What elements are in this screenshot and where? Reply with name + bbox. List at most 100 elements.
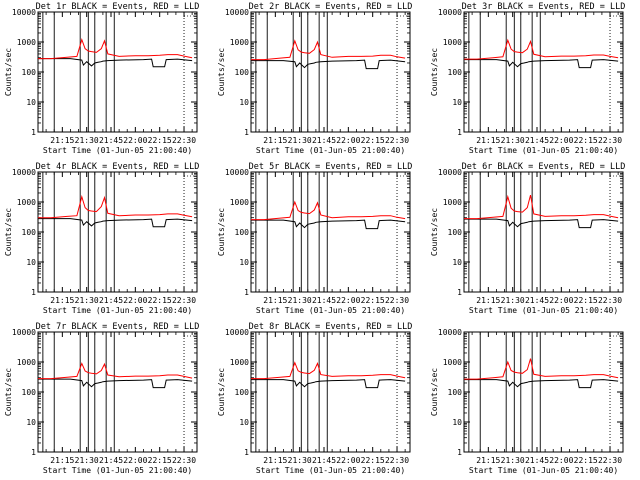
plot-frame	[250, 11, 411, 133]
x-tick-label: 22:15	[148, 136, 172, 145]
lld-series-line	[38, 194, 193, 219]
y-tick-label: 1	[457, 448, 462, 457]
x-tick-label: 22:00	[123, 456, 147, 465]
x-axis-label: Start Time (01-Jun-05 21:00:40)	[469, 306, 618, 315]
y-axis-label: Counts/sec	[4, 208, 13, 256]
y-tick-label: 10	[26, 258, 36, 267]
x-tick-label: 22:15	[361, 136, 385, 145]
y-tick-label: 100	[22, 68, 37, 77]
x-axis-label: Start Time (01-Jun-05 21:00:40)	[256, 306, 405, 315]
x-tick-label: 22:30	[172, 456, 196, 465]
y-tick-label: 10000	[438, 328, 462, 337]
x-tick-label: 22:00	[549, 456, 573, 465]
y-tick-label: 10000	[12, 328, 36, 337]
x-tick-label: 21:15	[263, 456, 287, 465]
plot-frame	[250, 331, 411, 453]
x-tick-label: 22:15	[574, 136, 598, 145]
x-tick-label: 21:45	[99, 296, 123, 305]
x-tick-label: 22:00	[123, 296, 147, 305]
x-tick-label: 21:15	[476, 136, 500, 145]
y-tick-label: 10000	[438, 8, 462, 17]
panel-title: Det 5r BLACK = Events, RED = LLD	[249, 162, 413, 172]
y-tick-label: 1	[457, 128, 462, 137]
y-axis-label: Counts/sec	[217, 208, 226, 256]
lld-series-line	[464, 38, 619, 60]
y-axis-label: Counts/sec	[4, 48, 13, 96]
detector-panel-9: 1 10 100 1000 10000 Counts/sec 21:15 21:30 21:45…	[430, 328, 624, 475]
x-tick-label: 21:45	[312, 456, 336, 465]
x-tick-label: 22:00	[336, 296, 360, 305]
x-tick-label: 22:00	[336, 456, 360, 465]
panel-title: Det 4r BLACK = Events, RED = LLD	[36, 162, 200, 172]
x-tick-label: 22:15	[148, 296, 172, 305]
x-axis-label: Start Time (01-Jun-05 21:00:40)	[43, 306, 192, 315]
panel-title: Det 2r BLACK = Events, RED = LLD	[249, 2, 413, 12]
y-axis-label: Counts/sec	[430, 368, 439, 416]
lld-series-line	[464, 194, 619, 220]
x-axis-label: Start Time (01-Jun-05 21:00:40)	[43, 466, 192, 475]
y-tick-label: 10	[452, 258, 462, 267]
x-tick-label: 22:30	[172, 136, 196, 145]
y-tick-label: 10000	[12, 8, 36, 17]
detector-panel-2: Det 2r BLACK = Events, RED = LLD 1 10 100 10…	[217, 2, 412, 155]
events-series-line	[464, 379, 619, 389]
x-tick-label: 21:45	[99, 136, 123, 145]
y-axis-label: Counts/sec	[217, 368, 226, 416]
x-tick-label: 22:15	[361, 456, 385, 465]
y-tick-label: 10000	[438, 168, 462, 177]
events-series-line	[38, 378, 193, 389]
y-tick-label: 1	[31, 128, 36, 137]
x-tick-label: 22:15	[148, 456, 172, 465]
x-tick-label: 21:15	[50, 296, 74, 305]
y-axis-label: Counts/sec	[217, 48, 226, 96]
y-tick-label: 10000	[225, 168, 249, 177]
y-axis-label: Counts/sec	[430, 208, 439, 256]
events-series-line	[38, 58, 193, 68]
x-tick-label: 21:45	[525, 136, 549, 145]
y-tick-label: 1000	[17, 198, 36, 207]
x-tick-label: 22:00	[336, 136, 360, 145]
lld-series-line	[38, 362, 193, 380]
x-axis-label: Start Time (01-Jun-05 21:00:40)	[256, 146, 405, 155]
x-tick-label: 22:15	[574, 296, 598, 305]
y-tick-label: 10	[239, 258, 249, 267]
x-tick-label: 22:30	[385, 136, 409, 145]
panel-title: Det 1r BLACK = Events, RED = LLD	[36, 2, 200, 12]
plot-frame	[463, 331, 624, 453]
x-tick-label: 21:30	[75, 296, 99, 305]
x-tick-label: 21:15	[50, 456, 74, 465]
x-tick-label: 22:00	[549, 296, 573, 305]
x-tick-label: 22:30	[598, 456, 622, 465]
plot-frame	[37, 171, 198, 293]
lld-series-line	[251, 39, 406, 61]
x-axis-label: Start Time (01-Jun-05 21:00:40)	[43, 146, 192, 155]
detector-panel-7: Det 7r BLACK = Events, RED = LLD 1 10 100 10…	[4, 322, 199, 475]
x-tick-label: 21:30	[288, 136, 312, 145]
detector-panel-3: Det 3r BLACK = Events, RED = LLD 1 10 100 10…	[430, 2, 625, 155]
detector-panel-5: Det 5r BLACK = Events, RED = LLD 1 10 100 10…	[217, 162, 412, 315]
y-tick-label: 10	[452, 418, 462, 427]
x-tick-label: 21:30	[75, 456, 99, 465]
y-tick-label: 1	[457, 288, 462, 297]
detector-panel-1: Det 1r BLACK = Events, RED = LLD 1 10 100 10…	[4, 2, 199, 155]
y-tick-label: 1000	[443, 38, 462, 47]
y-tick-label: 1000	[230, 38, 249, 47]
y-tick-label: 1000	[17, 358, 36, 367]
y-axis-label: Counts/sec	[4, 368, 13, 416]
plot-frame	[37, 11, 198, 133]
y-tick-label: 1000	[443, 198, 462, 207]
panel-title: Det 8r BLACK = Events, RED = LLD	[249, 322, 413, 332]
x-tick-label: 21:30	[288, 456, 312, 465]
y-tick-label: 1000	[443, 358, 462, 367]
detector-panel-6: Det 6r BLACK = Events, RED = LLD 1 10 100 10…	[430, 162, 625, 315]
plot-frame	[463, 11, 624, 133]
y-tick-label: 100	[448, 228, 463, 237]
y-tick-label: 1	[31, 288, 36, 297]
x-axis-label: Start Time (01-Jun-05 21:00:40)	[469, 146, 618, 155]
y-tick-label: 10000	[225, 328, 249, 337]
y-tick-label: 100	[235, 68, 250, 77]
x-tick-label: 21:15	[263, 296, 287, 305]
y-tick-label: 1000	[230, 198, 249, 207]
x-tick-label: 21:30	[288, 296, 312, 305]
